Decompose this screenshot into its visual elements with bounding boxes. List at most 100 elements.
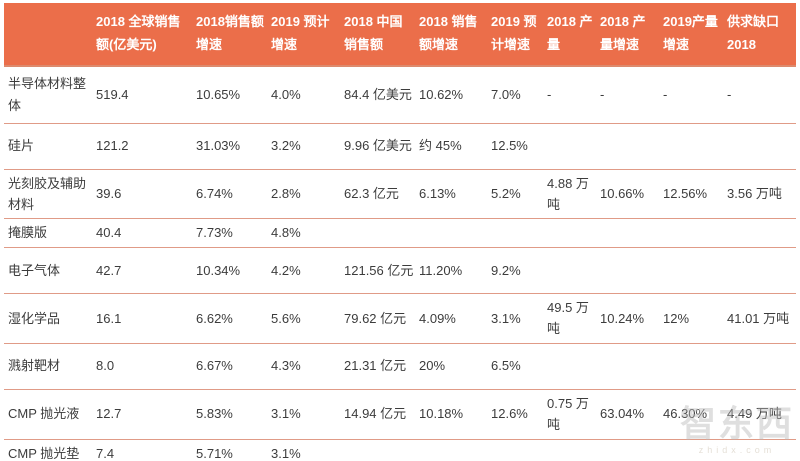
table-cell: 10.18% <box>419 406 464 422</box>
table-cell: 0.75 万吨 <box>547 395 589 433</box>
table-cell: 121.56 亿元 <box>344 262 414 278</box>
table-cell <box>342 439 417 461</box>
table-cell: 5.83% <box>196 406 233 422</box>
table-cell <box>489 439 545 461</box>
table-cell: 6.5% <box>491 358 521 374</box>
table-row: 半导体材料整体 519.4 10.65% 4.0% 84.4 亿美元 10.62% 7.0%… <box>4 66 796 123</box>
table-cell: 3.1% <box>271 406 301 422</box>
table-cell <box>725 219 796 247</box>
column-header: 2018 中国销售额 <box>342 3 417 66</box>
table-cell: 11.20% <box>419 262 463 278</box>
table-cell: 5.6% <box>271 310 301 326</box>
table-row: 掩膜版 40.4 7.73% 4.8% <box>4 218 796 247</box>
table-cell <box>661 247 725 293</box>
table-row: CMP 抛光液 12.7 5.83% 3.1% 14.94 亿元 10.18% 12.6% 0… <box>4 389 796 439</box>
table-cell: 5.2% <box>491 186 521 202</box>
table-cell <box>417 219 489 247</box>
column-header: 2018销售额增速 <box>194 3 269 66</box>
table-cell: 12.7 <box>96 406 122 422</box>
table-cell: 5.71% <box>196 445 233 461</box>
row-label: 溅射靶材 <box>8 358 61 374</box>
table-cell: 12.5% <box>491 138 528 154</box>
table-cell <box>661 343 725 389</box>
table-cell: 3.1% <box>271 445 301 461</box>
table-cell: 4.0% <box>271 87 301 103</box>
table-cell: 2.8% <box>271 186 301 202</box>
table-cell: - <box>663 87 668 103</box>
table-cell: 3.2% <box>271 138 301 154</box>
table-cell: 12% <box>663 310 690 326</box>
table-cell: 4.3% <box>271 358 301 374</box>
table-cell: 10.62% <box>419 87 464 103</box>
row-label: 硅片 <box>8 138 35 154</box>
table-cell <box>545 247 598 293</box>
column-header: 2018 全球销售额(亿美元) <box>94 3 194 66</box>
column-header: 2018 产量增速 <box>598 3 661 66</box>
table-cell: 10.65% <box>196 87 241 103</box>
table-cell: 7.0% <box>491 87 521 103</box>
table-cell: 79.62 亿元 <box>344 310 407 326</box>
table-cell: - <box>547 87 552 103</box>
table-cell: 21.31 亿元 <box>344 358 407 374</box>
table-cell: 4.2% <box>271 262 301 278</box>
table-cell: 519.4 <box>96 87 129 103</box>
table-cell: 4.88 万吨 <box>547 175 589 212</box>
row-label: CMP 抛光液 <box>8 406 80 422</box>
table-row: 光刻胶及辅助材料 39.6 6.74% 2.8% 62.3 亿元 6.13% 5.2% 4.8… <box>4 169 796 219</box>
table-cell <box>725 343 796 389</box>
table-cell: 10.34% <box>196 262 241 278</box>
table-cell <box>489 219 545 247</box>
table-row: 溅射靶材 8.0 6.67% 4.3% 21.31 亿元 20% 6.5% <box>4 343 796 389</box>
table-cell <box>598 247 661 293</box>
table-cell: - <box>727 87 732 103</box>
table-cell <box>545 439 598 461</box>
column-header <box>4 3 94 66</box>
row-label: CMP 抛光垫 <box>8 445 80 461</box>
table-cell: 10.66% <box>600 186 645 202</box>
table-cell: 49.5 万吨 <box>547 299 589 337</box>
table-cell: 39.6 <box>96 186 122 202</box>
table-cell: 约 45% <box>419 138 462 154</box>
table-cell <box>417 439 489 461</box>
row-label: 光刻胶及辅助材料 <box>8 175 87 212</box>
table-cell: 12.6% <box>491 406 528 422</box>
column-header: 2018 销售额增速 <box>417 3 489 66</box>
table-cell <box>598 439 661 461</box>
table-cell <box>342 219 417 247</box>
table-cell <box>661 439 725 461</box>
table-cell <box>598 343 661 389</box>
table-cell: 7.4 <box>96 445 115 461</box>
table-cell: 84.4 亿美元 <box>344 87 412 103</box>
table-row: 电子气体 42.7 10.34% 4.2% 121.56 亿元 11.20% 9.2% <box>4 247 796 293</box>
column-header: 2018 产量 <box>545 3 598 66</box>
table-cell <box>598 219 661 247</box>
column-header: 2019 预计增速 <box>489 3 545 66</box>
table-cell: 46.30% <box>663 406 708 422</box>
table-cell: - <box>600 87 605 103</box>
table-cell: 6.67% <box>196 358 233 374</box>
table-cell: 14.94 亿元 <box>344 406 407 422</box>
table-cell <box>545 123 598 169</box>
table-cell: 6.74% <box>196 186 233 202</box>
table-cell: 3.56 万吨 <box>727 186 782 202</box>
table-row: 湿化学品 16.1 6.62% 5.6% 79.62 亿元 4.09% 3.1% 49.5 万… <box>4 293 796 343</box>
table-cell: 62.3 亿元 <box>344 186 399 202</box>
table-cell: 3.1% <box>491 310 521 326</box>
table-cell <box>545 343 598 389</box>
table-cell <box>725 439 796 461</box>
table-cell <box>661 123 725 169</box>
row-label: 湿化学品 <box>8 310 61 326</box>
table-cell <box>725 247 796 293</box>
table-cell <box>725 123 796 169</box>
row-label: 掩膜版 <box>8 225 48 241</box>
table-cell: 9.96 亿美元 <box>344 138 412 154</box>
table-cell: 40.4 <box>96 225 122 241</box>
table-cell: 121.2 <box>96 138 129 154</box>
table-cell: 42.7 <box>96 262 122 278</box>
table-cell: 4.09% <box>419 310 456 326</box>
semiconductor-materials-table: 2018 全球销售额(亿美元) 2018销售额增速 2019 预计增速 2018 中国… <box>4 3 796 461</box>
table-cell: 12.56% <box>663 186 708 202</box>
table-cell: 8.0 <box>96 358 115 374</box>
table-cell: 10.24% <box>600 310 645 326</box>
